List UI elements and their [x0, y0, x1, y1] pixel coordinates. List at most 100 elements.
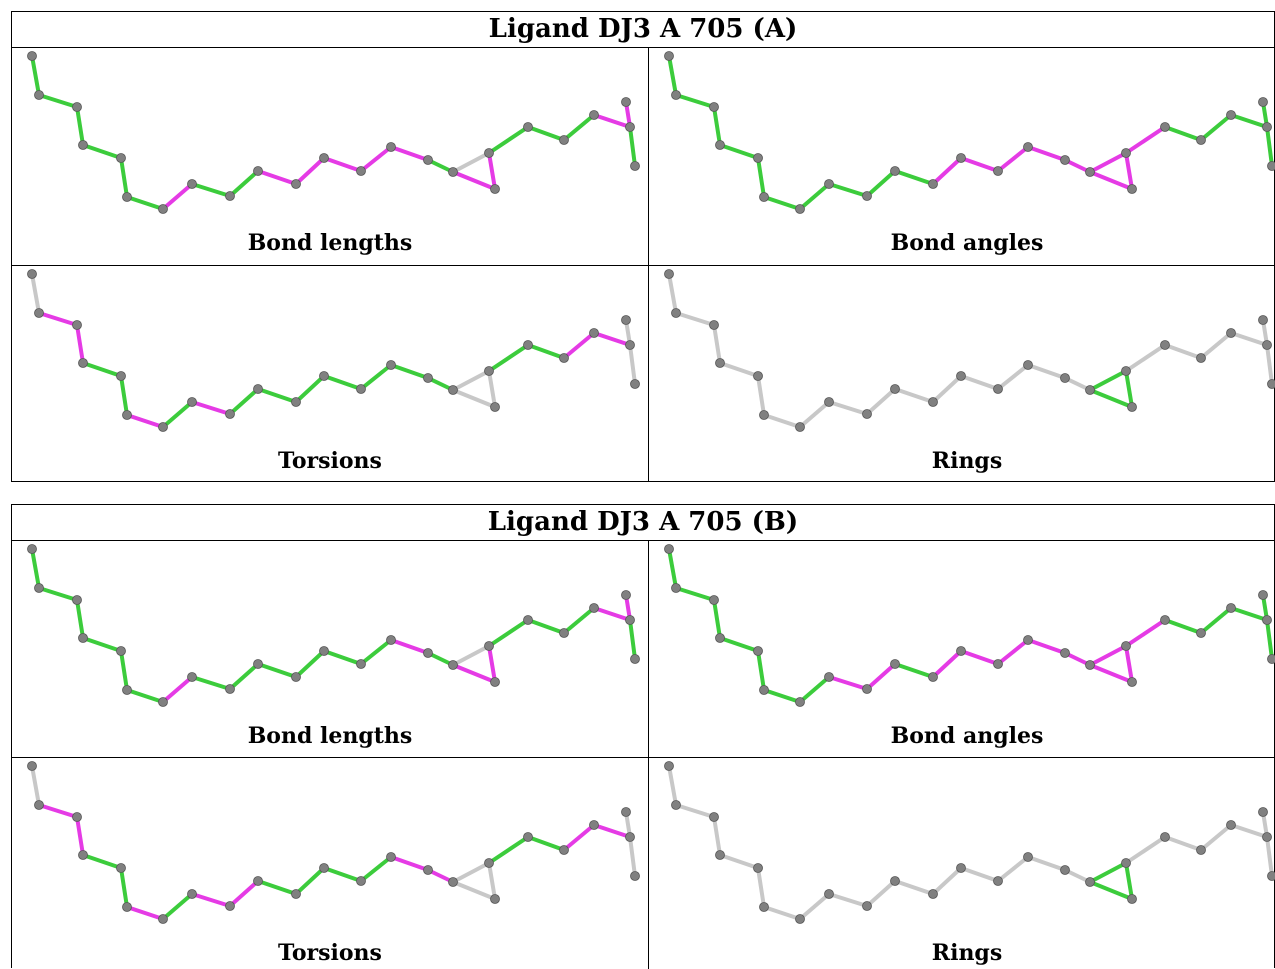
atom	[387, 853, 396, 862]
atom	[672, 91, 681, 100]
atom	[79, 141, 88, 150]
atom	[760, 193, 769, 202]
atom	[1061, 156, 1070, 165]
bond-neutral	[720, 363, 758, 376]
atom	[1197, 629, 1206, 638]
atom	[863, 685, 872, 694]
bond-neutral	[453, 390, 495, 407]
atom	[1161, 123, 1170, 132]
bond-neutral	[933, 868, 961, 894]
bond-neutral	[1267, 837, 1272, 876]
bond-neutral	[1267, 345, 1272, 384]
bond-neutral	[895, 881, 933, 894]
atom	[159, 698, 168, 707]
atom	[357, 660, 366, 669]
atom	[524, 616, 533, 625]
atom	[825, 180, 834, 189]
atom	[254, 167, 263, 176]
bond-neutral	[669, 766, 676, 805]
bond-ok	[361, 365, 391, 389]
atom	[957, 154, 966, 163]
panel-torsions: Torsions	[12, 758, 648, 969]
bond-neutral	[1231, 825, 1267, 837]
bond-outlier	[1126, 127, 1165, 153]
bond-neutral	[1201, 825, 1231, 850]
bond-ok	[32, 549, 39, 588]
bond-ok	[630, 127, 635, 166]
atom	[590, 111, 599, 120]
atom	[1263, 616, 1272, 625]
atom	[1259, 808, 1268, 817]
atom	[79, 359, 88, 368]
bond-ok	[1201, 608, 1231, 633]
bond-ok	[1231, 115, 1267, 127]
bond-neutral	[32, 274, 39, 313]
bond-ok	[121, 376, 127, 415]
bond-ok	[1201, 115, 1231, 140]
bond-outlier	[391, 640, 428, 653]
bond-neutral	[453, 371, 489, 390]
divider	[648, 541, 649, 969]
atom	[754, 372, 763, 381]
bond-ok	[1090, 863, 1126, 882]
bond-ok	[758, 651, 764, 690]
bond-neutral	[829, 402, 867, 414]
bond-ok	[77, 600, 83, 638]
molecule-diagram	[12, 266, 648, 446]
bond-ok	[361, 857, 391, 881]
bond-ok	[121, 158, 127, 197]
bond-ok	[230, 664, 258, 689]
atom	[117, 864, 126, 873]
atom	[1197, 136, 1206, 145]
atom	[28, 52, 37, 61]
atom	[1128, 678, 1137, 687]
atom	[226, 192, 235, 201]
atom	[73, 103, 82, 112]
atom	[292, 673, 301, 682]
bond-outlier	[867, 664, 895, 689]
atom	[754, 154, 763, 163]
atom	[560, 136, 569, 145]
bond-ok	[669, 549, 676, 588]
bond-ok	[83, 638, 121, 651]
atom	[716, 359, 725, 368]
atom	[1268, 872, 1275, 881]
panel-label: Bond lengths	[12, 230, 648, 256]
bond-neutral	[1201, 333, 1231, 358]
atom	[626, 341, 635, 350]
atom	[622, 98, 631, 107]
bond-ok	[163, 894, 192, 919]
panel-label: Bond angles	[649, 723, 1275, 749]
bond-neutral	[453, 153, 489, 172]
bond-outlier	[594, 608, 630, 620]
bond-ok	[230, 171, 258, 196]
atom	[716, 851, 725, 860]
atom	[825, 398, 834, 407]
bond-ok	[83, 363, 121, 376]
bond-ok	[528, 127, 564, 140]
bond-outlier	[361, 147, 391, 171]
atom	[994, 660, 1003, 669]
atom	[891, 385, 900, 394]
panel-bond-angles: Bond angles	[649, 48, 1275, 265]
bond-ok	[489, 345, 528, 371]
atom	[491, 895, 500, 904]
atom	[760, 411, 769, 420]
atom	[631, 162, 640, 171]
bond-outlier	[453, 172, 495, 189]
atom	[994, 167, 1003, 176]
panel-rings: Rings	[649, 266, 1275, 482]
atom	[424, 156, 433, 165]
atom	[710, 813, 719, 822]
panel-label: Rings	[649, 940, 1275, 966]
bond-outlier	[127, 907, 163, 919]
atom	[320, 154, 329, 163]
bond-ok	[1090, 390, 1132, 407]
bond-neutral	[998, 365, 1028, 389]
bond-neutral	[453, 646, 489, 665]
atom	[28, 270, 37, 279]
atom	[491, 185, 500, 194]
bond-outlier	[1126, 620, 1165, 646]
atom	[424, 374, 433, 383]
atom	[672, 801, 681, 810]
